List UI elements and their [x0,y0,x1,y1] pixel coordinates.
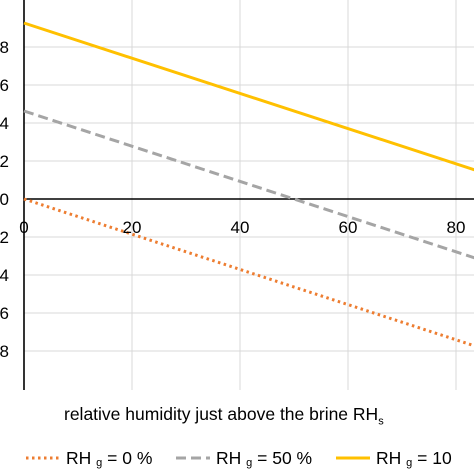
y-tick-label: 8 [0,342,9,361]
y-tick-label: 6 [0,304,9,323]
y-tick-label: 8 [0,38,9,57]
y-tick-label: 2 [0,152,9,171]
y-tick-label: 4 [0,114,9,133]
legend-swatch-dashed [176,456,210,460]
legend-label: RH g = 0 % [66,448,153,469]
y-tick-labels: 8 6 4 2 0 2 4 6 8 [0,38,9,361]
y-tick-label: 6 [0,76,9,95]
legend-label: RH g = 10 [376,448,452,469]
x-tick-label: 0 [19,218,28,237]
y-tick-label: 0 [0,190,9,209]
y-tick-label: 2 [0,228,9,247]
x-axis-label: relative humidity just above the brine R… [64,404,384,428]
x-tick-label: 40 [231,218,250,237]
x-tick-label: 20 [123,218,142,237]
legend-swatch-dotted [26,456,60,460]
x-tick-label: 80 [447,218,466,237]
gridlines [24,0,474,390]
x-tick-labels: 0 20 40 60 80 [19,218,465,237]
x-axis-label-subscript: s [378,415,384,428]
x-tick-label: 60 [339,218,358,237]
legend-swatch-solid [336,456,370,460]
y-tick-label: 4 [0,266,9,285]
series-line-dashed [23,109,474,260]
x-axis-label-main: relative humidity just above the brine R… [64,404,379,424]
series-line-dotted [23,197,474,348]
series-line-solid [23,21,474,172]
series-lines [23,21,474,348]
legend-label: RH g = 50 % [216,448,313,469]
axes [23,0,474,390]
